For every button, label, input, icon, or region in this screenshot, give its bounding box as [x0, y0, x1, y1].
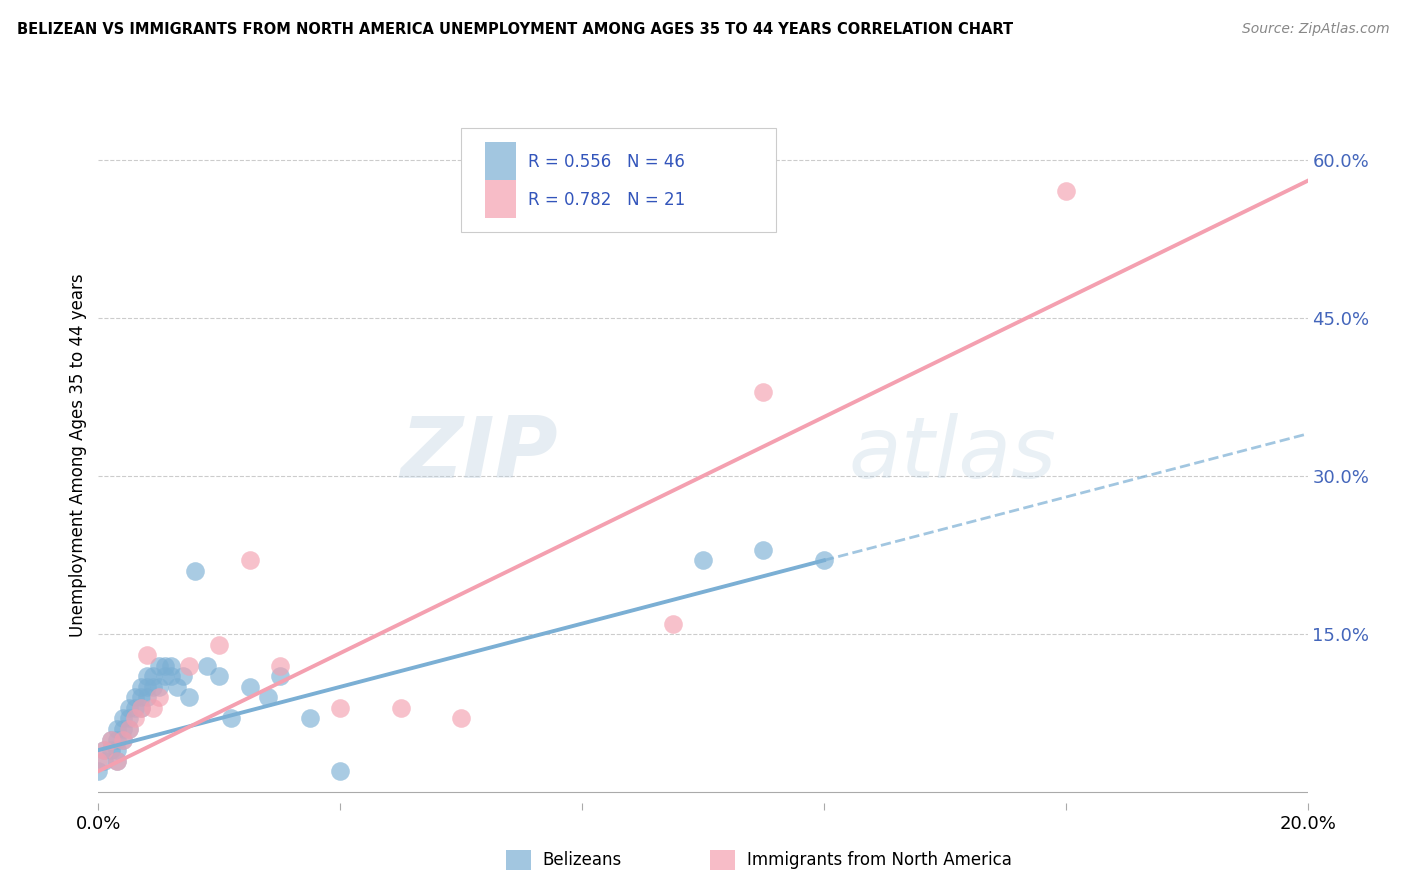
Point — [389, 701, 412, 715]
Point — [118, 722, 141, 736]
Text: Immigrants from North America: Immigrants from North America — [747, 851, 1011, 869]
Point — [124, 711, 146, 725]
Point — [813, 553, 835, 567]
Point — [105, 754, 128, 768]
Point — [111, 711, 134, 725]
Point — [166, 680, 188, 694]
Point — [111, 732, 134, 747]
Point — [142, 680, 165, 694]
Point — [208, 669, 231, 683]
Point — [160, 658, 183, 673]
Point — [269, 658, 291, 673]
Point — [148, 690, 170, 705]
Point — [129, 690, 152, 705]
Point — [752, 384, 775, 399]
Point — [329, 701, 352, 715]
Point — [239, 553, 262, 567]
Text: Belizeans: Belizeans — [543, 851, 621, 869]
Point — [208, 638, 231, 652]
Point — [221, 711, 243, 725]
Text: BELIZEAN VS IMMIGRANTS FROM NORTH AMERICA UNEMPLOYMENT AMONG AGES 35 TO 44 YEARS: BELIZEAN VS IMMIGRANTS FROM NORTH AMERIC… — [17, 22, 1012, 37]
Point — [129, 680, 152, 694]
Point — [142, 701, 165, 715]
Point — [118, 701, 141, 715]
FancyBboxPatch shape — [461, 128, 776, 232]
Point — [256, 690, 278, 705]
Point — [179, 658, 201, 673]
Point — [111, 732, 134, 747]
Point — [93, 743, 115, 757]
Point — [135, 690, 157, 705]
Point — [239, 680, 262, 694]
Point — [93, 743, 115, 757]
Text: ZIP: ZIP — [401, 413, 558, 497]
Point — [195, 658, 218, 673]
Text: R = 0.782   N = 21: R = 0.782 N = 21 — [527, 191, 685, 210]
Point — [124, 701, 146, 715]
Point — [153, 669, 176, 683]
Point — [692, 553, 714, 567]
Point — [329, 764, 352, 779]
Text: Source: ZipAtlas.com: Source: ZipAtlas.com — [1241, 22, 1389, 37]
Bar — [485, 142, 516, 180]
Point — [100, 743, 122, 757]
Point — [105, 743, 128, 757]
Point — [450, 711, 472, 725]
Point — [105, 722, 128, 736]
Point — [148, 658, 170, 673]
Point — [142, 669, 165, 683]
Point — [129, 701, 152, 715]
Point — [299, 711, 322, 725]
Point — [662, 616, 685, 631]
Point — [1054, 185, 1077, 199]
Point — [172, 669, 194, 683]
Point — [135, 680, 157, 694]
Text: atlas: atlas — [848, 413, 1056, 497]
Point — [135, 648, 157, 663]
Point — [87, 754, 110, 768]
Text: R = 0.556   N = 46: R = 0.556 N = 46 — [527, 153, 685, 171]
Y-axis label: Unemployment Among Ages 35 to 44 years: Unemployment Among Ages 35 to 44 years — [69, 273, 87, 637]
Point — [124, 690, 146, 705]
Point — [111, 722, 134, 736]
Point — [135, 669, 157, 683]
Point — [148, 680, 170, 694]
Point — [100, 732, 122, 747]
Point — [752, 542, 775, 557]
Point — [118, 722, 141, 736]
Point — [184, 564, 207, 578]
Point — [87, 764, 110, 779]
Bar — [485, 180, 516, 219]
Point — [160, 669, 183, 683]
Point — [105, 732, 128, 747]
Point — [129, 701, 152, 715]
Point — [105, 754, 128, 768]
Point — [100, 732, 122, 747]
Point — [269, 669, 291, 683]
Point — [153, 658, 176, 673]
Point — [93, 754, 115, 768]
Point — [118, 711, 141, 725]
Point — [179, 690, 201, 705]
